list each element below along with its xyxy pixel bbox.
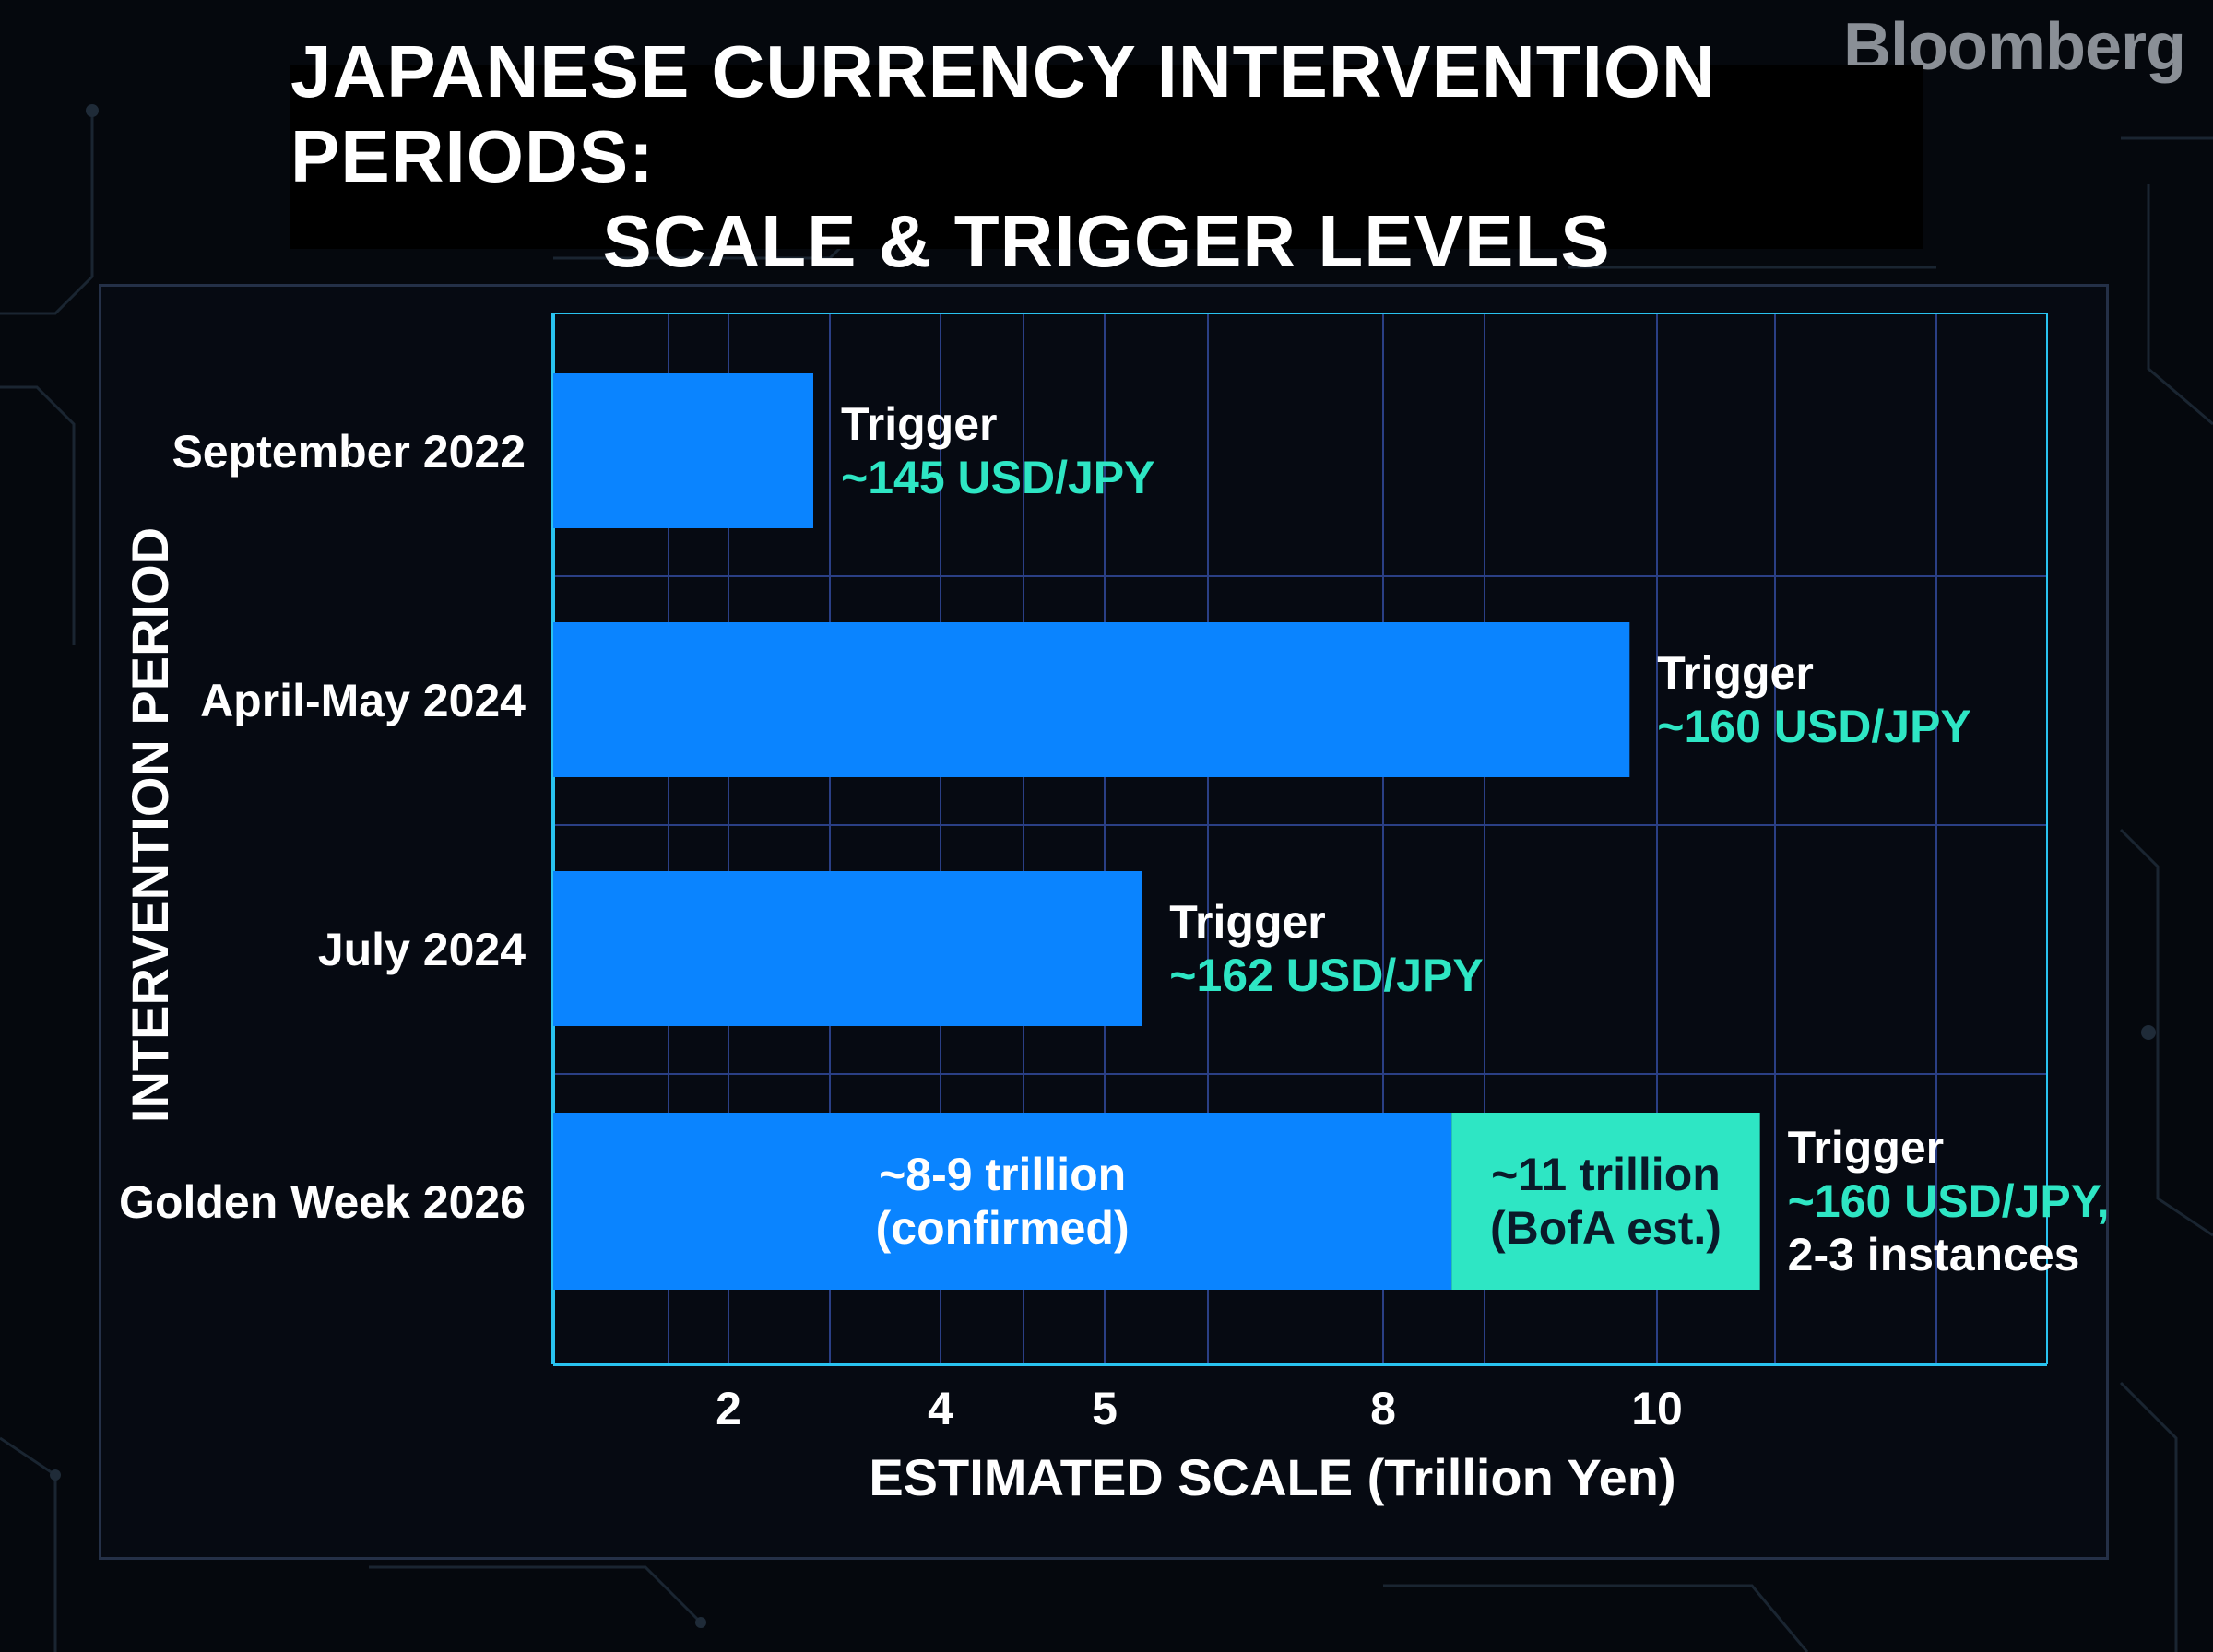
trigger-annotation-3-2: 2-3 instances xyxy=(1788,1229,2080,1280)
trigger-annotation-0-0: Trigger xyxy=(841,398,997,450)
x-tick-label-2: 5 xyxy=(1092,1383,1118,1434)
trigger-annotation-1-1: ~160 USD/JPY xyxy=(1657,701,1970,752)
trigger-annotation-2-1: ~162 USD/JPY xyxy=(1169,950,1483,1001)
bar-estimate-3 xyxy=(1451,1113,1760,1290)
bar-1 xyxy=(553,622,1630,777)
trigger-annotation-3-1: ~160 USD/JPY, xyxy=(1788,1175,2110,1227)
segment-label-0-0: ~8-9 trillion xyxy=(879,1149,1126,1200)
segment-label-1-1: (BofA est.) xyxy=(1490,1202,1722,1254)
x-tick-label-4: 10 xyxy=(1631,1383,1683,1434)
bar-3 xyxy=(553,1113,1452,1290)
x-tick-label-1: 4 xyxy=(928,1383,953,1434)
x-axis-title: ESTIMATED SCALE (Trillion Yen) xyxy=(869,1448,1675,1506)
bar-2 xyxy=(553,871,1142,1026)
category-label-3: Golden Week 2026 xyxy=(119,1176,526,1228)
title-line-1: JAPANESE CURRENCY INTERVENTION PERIODS: xyxy=(290,30,1716,197)
y-axis-title: INTERVENTION PERIOD xyxy=(121,527,179,1123)
x-tick-label-0: 2 xyxy=(716,1383,741,1434)
trigger-annotation-0-1: ~145 USD/JPY xyxy=(841,452,1154,503)
trigger-annotation-2-0: Trigger xyxy=(1169,896,1325,948)
category-label-2: July 2024 xyxy=(318,924,526,975)
category-label-1: April-May 2024 xyxy=(200,675,526,726)
x-tick-label-3: 8 xyxy=(1370,1383,1396,1434)
title-banner: JAPANESE CURRENCY INTERVENTION PERIODS: … xyxy=(290,30,1923,282)
bar-0 xyxy=(553,373,813,528)
category-label-0: September 2022 xyxy=(172,426,526,478)
trigger-annotation-1-0: Trigger xyxy=(1657,647,1813,699)
title-line-2: SCALE & TRIGGER LEVELS xyxy=(602,200,1611,282)
segment-label-1-0: ~11 trillion xyxy=(1491,1149,1721,1200)
trigger-annotation-3-0: Trigger xyxy=(1788,1122,1944,1174)
segment-label-0-1: (confirmed) xyxy=(876,1202,1130,1254)
